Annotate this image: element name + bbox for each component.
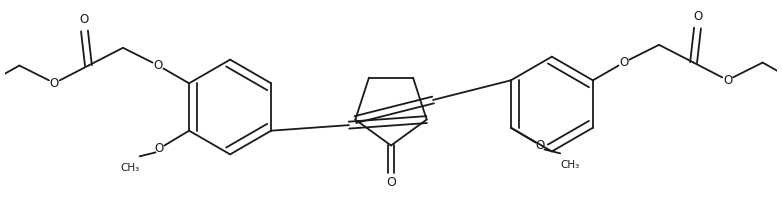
Text: O: O	[80, 13, 89, 26]
Text: O: O	[153, 59, 162, 72]
Text: CH₃: CH₃	[561, 160, 579, 170]
Text: CH₃: CH₃	[120, 163, 139, 173]
Text: O: O	[49, 77, 59, 90]
Text: O: O	[723, 74, 733, 87]
Text: O: O	[155, 142, 164, 155]
Text: O: O	[536, 139, 545, 152]
Text: O: O	[693, 10, 702, 23]
Text: O: O	[620, 56, 629, 69]
Text: O: O	[386, 177, 396, 190]
